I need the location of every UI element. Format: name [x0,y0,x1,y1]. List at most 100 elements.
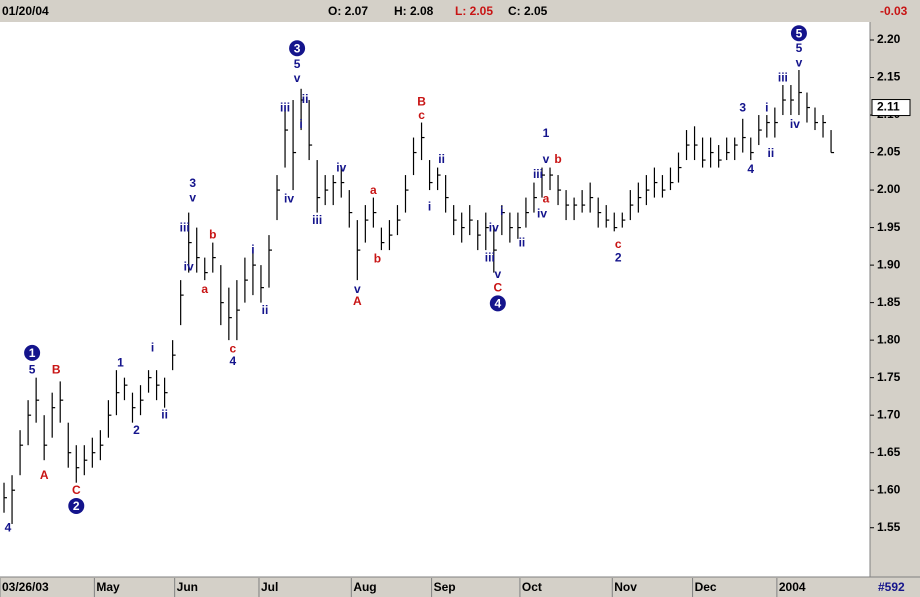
x-tick-label: Oct [522,580,542,594]
wave-label: ii [519,236,526,250]
x-tick-label: May [96,580,120,594]
y-tick-label: 1.80 [877,332,901,346]
wave-label: ii [438,152,445,166]
last-price-label: 2.11 [877,100,900,114]
wave-label: 5 [796,26,803,40]
wave-label: v [354,282,361,296]
wave-label: 5 [294,57,301,71]
plot-area [0,22,870,577]
wave-label: 4 [494,297,501,311]
wave-label: 1 [543,126,550,140]
y-tick-label: 1.55 [877,520,901,534]
wave-label: a [201,282,208,296]
wave-label: v [543,152,550,166]
wave-label: 4 [747,162,754,176]
wave-label: ii [161,407,168,421]
wave-label: v [796,55,803,69]
wave-label: 2 [615,251,622,265]
wave-label: 1 [29,346,36,360]
wave-label: i [299,117,302,131]
wave-label: b [209,227,216,241]
header-low: L: 2.05 [455,4,493,18]
wave-label: v [494,267,501,281]
header-bar [0,0,920,22]
wave-label: a [543,191,550,205]
wave-label: 3 [189,176,196,190]
wave-label: C [72,483,81,497]
wave-label: iii [485,251,495,265]
wave-circle [289,40,306,57]
x-tick-label: Aug [353,580,376,594]
wave-circle [790,25,807,42]
wave-label: iv [284,191,294,205]
y-tick-label: 1.95 [877,220,901,234]
x-tick-label: 03/26/03 [2,580,49,594]
wave-label: iv [537,206,547,220]
y-tick-label: 2.15 [877,70,901,84]
wave-circle [68,497,85,514]
wave-label: iii [778,70,788,84]
wave-label: 3 [739,100,746,114]
wave-label: iv [336,160,346,174]
wave-label: c [615,237,622,251]
x-tick-label: 2004 [779,580,806,594]
wave-label: 4 [230,354,237,368]
wave-label: 1 [117,356,124,370]
wave-label: 5 [796,41,803,55]
wave-label: a [370,183,377,197]
wave-label: C [493,281,502,295]
wave-label: A [40,468,49,482]
wave-label: v [294,71,301,85]
wave-label: i [765,100,768,114]
x-tick-label: Dec [695,580,717,594]
wave-label: i [500,204,503,218]
wave-label: ii [302,92,309,106]
x-tick-label: Nov [614,580,637,594]
wave-label: i [151,341,154,355]
header-close: C: 2.05 [508,4,548,18]
y-tick-label: 1.65 [877,445,901,459]
wave-label: b [374,251,381,265]
y-tick-label: 1.60 [877,482,901,496]
y-tick-label: 2.00 [877,182,901,196]
wave-circle [24,344,41,361]
wave-label: iii [312,213,322,227]
footer-label: #592 [878,580,905,594]
wave-label: 2 [133,423,140,437]
wave-label: i [428,200,431,214]
wave-label: c [230,341,237,355]
y-tick-label: 2.20 [877,32,901,46]
y-tick-label: 1.75 [877,370,901,384]
wave-label: v [189,191,196,205]
y-tick-label: 1.90 [877,257,901,271]
wave-label: 4 [5,521,12,535]
wave-label: 5 [29,362,36,376]
last-price-box [871,99,911,117]
header-high: H: 2.08 [394,4,434,18]
wave-label: c [418,108,425,122]
wave-circle [489,295,506,312]
wave-label: b [554,152,561,166]
x-tick-label: Jul [261,580,278,594]
wave-label: iv [184,260,194,274]
y-tick-label: 1.70 [877,407,901,421]
wave-label: A [353,294,362,308]
wave-label: 2 [73,499,80,513]
wave-label: iii [180,221,190,235]
x-tick-label: Sep [434,580,456,594]
wave-label: iii [280,100,290,114]
wave-label: ii [262,303,269,317]
y-tick-label: 1.85 [877,295,901,309]
wave-label: i [251,242,254,256]
wave-label: iv [790,117,800,131]
wave-label: ii [767,146,774,160]
header-open: O: 2.07 [328,4,368,18]
y-tick-label: 2.05 [877,145,901,159]
x-tick-label: Jun [177,580,198,594]
wave-label: B [52,362,61,376]
header-date: 01/20/04 [2,4,49,18]
wave-label: iii [533,167,543,181]
wave-label: B [417,94,426,108]
wave-label: 3 [294,41,301,55]
